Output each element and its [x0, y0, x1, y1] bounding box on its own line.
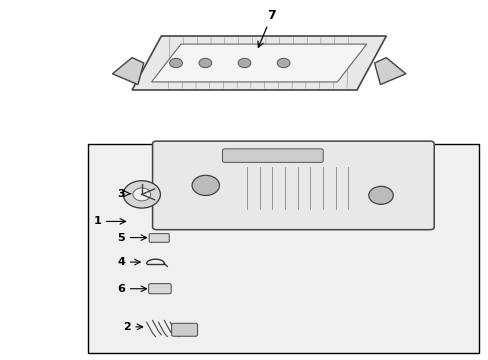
Text: 4: 4	[117, 257, 125, 267]
Text: 6: 6	[117, 284, 125, 294]
Text: 3: 3	[117, 189, 125, 199]
FancyBboxPatch shape	[152, 141, 433, 230]
Polygon shape	[112, 58, 143, 85]
FancyBboxPatch shape	[149, 234, 169, 242]
Text: 1: 1	[93, 216, 101, 226]
Circle shape	[169, 58, 182, 68]
Circle shape	[192, 175, 219, 195]
Circle shape	[368, 186, 392, 204]
Bar	[88, 144, 478, 353]
Text: 2: 2	[122, 322, 130, 332]
Text: 5: 5	[117, 233, 125, 243]
FancyBboxPatch shape	[148, 284, 171, 294]
Polygon shape	[374, 58, 405, 85]
Circle shape	[277, 58, 289, 68]
Polygon shape	[132, 36, 386, 90]
Text: 7: 7	[266, 9, 275, 22]
Circle shape	[133, 188, 150, 201]
Polygon shape	[151, 44, 366, 82]
FancyBboxPatch shape	[171, 323, 197, 336]
Circle shape	[123, 181, 160, 208]
Circle shape	[199, 58, 211, 68]
FancyBboxPatch shape	[222, 149, 323, 162]
Circle shape	[238, 58, 250, 68]
